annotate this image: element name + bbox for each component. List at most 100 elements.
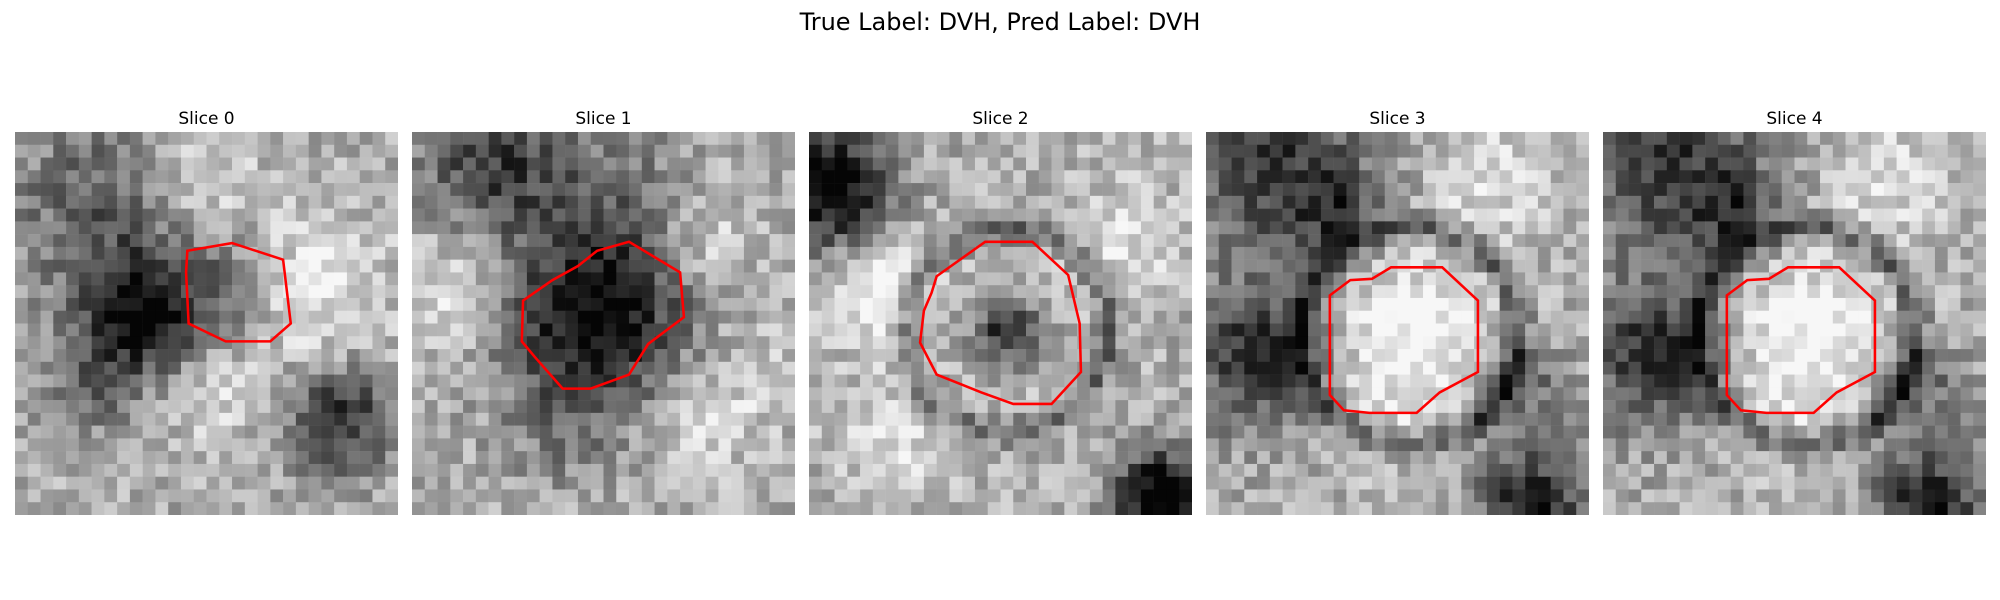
pixel xyxy=(1346,221,1360,235)
pixel xyxy=(1308,451,1322,465)
pixel xyxy=(1320,463,1334,477)
pixel xyxy=(1603,272,1617,286)
pixel xyxy=(565,259,579,273)
pixel xyxy=(1781,336,1795,350)
pixel xyxy=(616,438,630,452)
pixel xyxy=(949,361,963,375)
pixel xyxy=(1102,412,1116,426)
pixel xyxy=(1371,157,1385,171)
pixel xyxy=(1679,170,1693,184)
pixel xyxy=(1768,349,1782,363)
pixel xyxy=(91,310,105,324)
pixel xyxy=(1218,349,1232,363)
pixel xyxy=(1206,310,1220,324)
pixel xyxy=(1717,438,1731,452)
pixel xyxy=(936,463,950,477)
pixel xyxy=(257,336,271,350)
pixel xyxy=(1550,361,1564,375)
pixel xyxy=(1333,489,1347,503)
pixel xyxy=(1499,349,1513,363)
pixel xyxy=(424,412,438,426)
pixel xyxy=(295,438,309,452)
pixel xyxy=(424,183,438,197)
pixel xyxy=(1115,361,1129,375)
pixel xyxy=(1603,425,1617,439)
pixel xyxy=(372,132,386,146)
pixel xyxy=(1858,195,1872,209)
pixel xyxy=(1013,349,1027,363)
pixel xyxy=(359,323,373,337)
pixel xyxy=(1435,323,1449,337)
pixel xyxy=(718,349,732,363)
pixel xyxy=(949,259,963,273)
pixel xyxy=(1730,387,1744,401)
pixel xyxy=(1781,208,1795,222)
pixel xyxy=(769,361,783,375)
pixel xyxy=(91,425,105,439)
pixel xyxy=(1102,489,1116,503)
pixel xyxy=(180,438,194,452)
pixel xyxy=(731,502,745,515)
pixel xyxy=(1038,310,1052,324)
pixel xyxy=(1756,502,1770,515)
pixel xyxy=(1486,425,1500,439)
pixel xyxy=(834,323,848,337)
pixel xyxy=(590,502,604,515)
pixel xyxy=(117,208,131,222)
pixel xyxy=(565,234,579,248)
pixel xyxy=(756,246,770,260)
pixel xyxy=(539,323,553,337)
pixel xyxy=(1679,349,1693,363)
pixel xyxy=(129,297,143,311)
pixel xyxy=(104,234,118,248)
pixel xyxy=(450,234,464,248)
pixel xyxy=(565,361,579,375)
pixel xyxy=(872,221,886,235)
pixel xyxy=(1166,170,1180,184)
pixel xyxy=(1295,361,1309,375)
pixel xyxy=(769,221,783,235)
pixel xyxy=(514,374,528,388)
pixel xyxy=(372,221,386,235)
pixel xyxy=(1679,297,1693,311)
pixel xyxy=(1512,310,1526,324)
pixel xyxy=(308,170,322,184)
pixel xyxy=(117,183,131,197)
pixel xyxy=(488,463,502,477)
pixel xyxy=(718,259,732,273)
pixel xyxy=(1295,285,1309,299)
pixel xyxy=(1000,272,1014,286)
pixel xyxy=(1026,297,1040,311)
pixel xyxy=(1308,374,1322,388)
pixel xyxy=(1550,259,1564,273)
pixel xyxy=(334,310,348,324)
pixel xyxy=(1153,246,1167,260)
pixel xyxy=(1244,285,1258,299)
pixel xyxy=(437,349,451,363)
pixel xyxy=(334,349,348,363)
pixel xyxy=(1883,425,1897,439)
pixel xyxy=(616,349,630,363)
pixel xyxy=(1346,183,1360,197)
pixel xyxy=(603,132,617,146)
pixel xyxy=(1537,387,1551,401)
pixel xyxy=(629,208,643,222)
pixel xyxy=(1794,438,1808,452)
pixel xyxy=(1308,183,1322,197)
pixel xyxy=(346,412,360,426)
pixel xyxy=(1179,132,1192,146)
pixel xyxy=(53,272,67,286)
pixel xyxy=(1628,170,1642,184)
pixel xyxy=(412,208,426,222)
pixel xyxy=(809,349,823,363)
pixel xyxy=(1179,323,1192,337)
pixel xyxy=(193,438,207,452)
pixel xyxy=(78,425,92,439)
pixel xyxy=(1883,285,1897,299)
pixel xyxy=(412,438,426,452)
pixel xyxy=(1781,157,1795,171)
pixel xyxy=(1128,502,1142,515)
pixel xyxy=(1641,425,1655,439)
pixel xyxy=(1346,157,1360,171)
pixel xyxy=(1820,502,1834,515)
